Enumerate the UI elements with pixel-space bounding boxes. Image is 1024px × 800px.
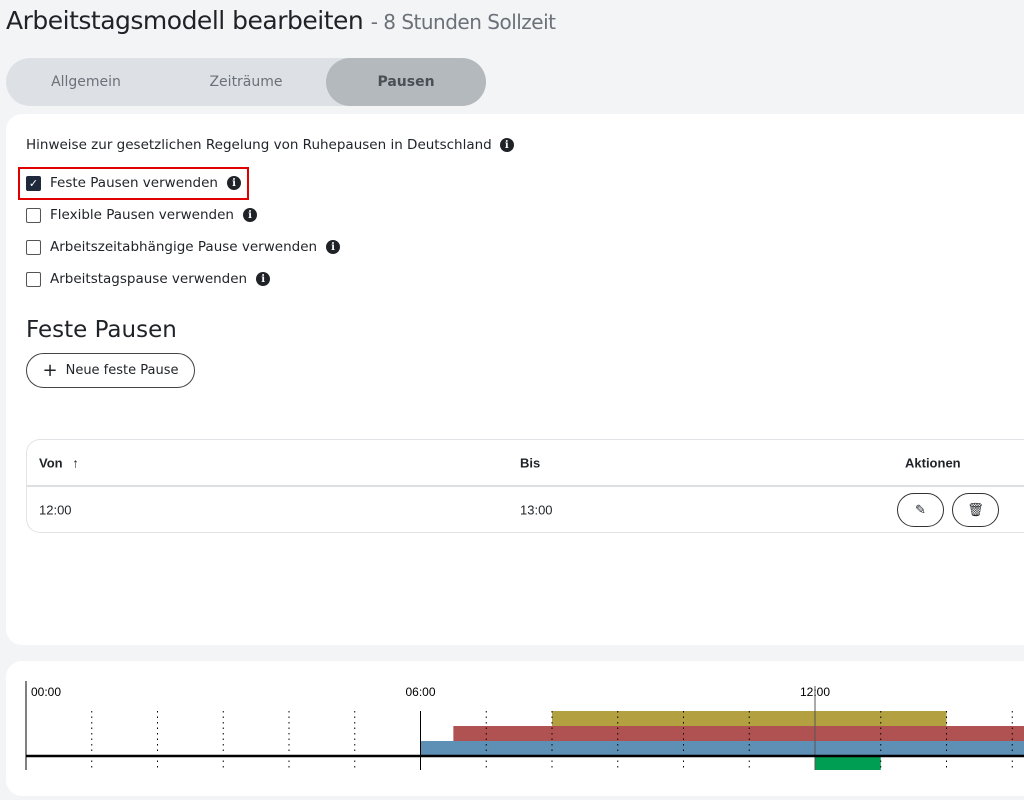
legal-hint: Hinweise zur gesetzlichen Regelung von R… — [26, 137, 514, 153]
timeline-bar — [815, 757, 881, 770]
edit-icon: ✎ — [915, 501, 926, 517]
tab-allgemein[interactable]: Allgemein — [51, 74, 121, 90]
table-row: 12:00 13:00 ✎ 🗑 — [27, 487, 1024, 532]
section-title: Feste Pausen — [26, 317, 177, 343]
info-icon[interactable]: i — [326, 240, 341, 254]
time-label: 12:00 — [800, 685, 830, 699]
checkbox-feste-pausen[interactable]: ✓ Feste Pausen verwenden i — [26, 175, 241, 191]
pausen-card: Hinweise zur gesetzlichen Regelung von R… — [6, 114, 1024, 645]
column-von[interactable]: Von ↑ — [39, 455, 79, 470]
highlight-box — [18, 167, 249, 200]
delete-button[interactable]: 🗑 — [952, 492, 999, 527]
checkbox[interactable] — [26, 271, 41, 287]
column-bis: Bis — [520, 455, 541, 470]
checkbox-flexible-pausen[interactable]: Flexible Pausen verwenden i — [26, 207, 257, 223]
info-icon[interactable]: i — [242, 208, 257, 222]
table-header: Von ↑ Bis Aktionen — [27, 440, 1024, 487]
timeline-card: 00:00 06:00 12:00 — [6, 661, 1024, 796]
new-fixed-break-button[interactable]: + Neue feste Pause — [26, 353, 195, 388]
breaks-table: Von ↑ Bis Aktionen 12:00 13:00 ✎ 🗑 — [26, 439, 1024, 533]
timeline-bar — [420, 741, 1024, 756]
edit-button[interactable]: ✎ — [897, 492, 944, 527]
info-icon[interactable]: i — [227, 176, 241, 190]
checkbox-arbeitszeitabhaengige-pause[interactable]: Arbeitszeitabhängige Pause verwenden i — [26, 239, 341, 255]
checkbox-checked[interactable]: ✓ — [26, 175, 41, 191]
timeline-bar — [453, 726, 1024, 741]
checkbox[interactable] — [26, 239, 41, 255]
tab-zeitraeume[interactable]: Zeiträume — [209, 74, 283, 90]
column-aktionen: Aktionen — [905, 455, 961, 470]
checkbox[interactable] — [26, 207, 41, 223]
sort-arrow-up-icon: ↑ — [72, 455, 79, 470]
info-icon[interactable]: i — [499, 138, 514, 152]
timeline-bar — [552, 711, 947, 726]
timeline-chart: 00:00 06:00 12:00 — [25, 681, 1024, 770]
info-icon[interactable]: i — [256, 272, 271, 286]
plus-icon: + — [42, 360, 58, 381]
checkbox-arbeitstagspause[interactable]: Arbeitstagspause verwenden i — [26, 271, 271, 287]
time-label: 06:00 — [405, 685, 435, 699]
page-title: Arbeitstagsmodell bearbeiten - 8 Stunden… — [6, 6, 556, 35]
tab-pausen[interactable]: Pausen — [326, 58, 486, 106]
time-label: 00:00 — [31, 685, 61, 699]
tab-bar: Allgemein Zeiträume Pausen — [6, 58, 486, 106]
trash-icon: 🗑 — [967, 501, 984, 517]
